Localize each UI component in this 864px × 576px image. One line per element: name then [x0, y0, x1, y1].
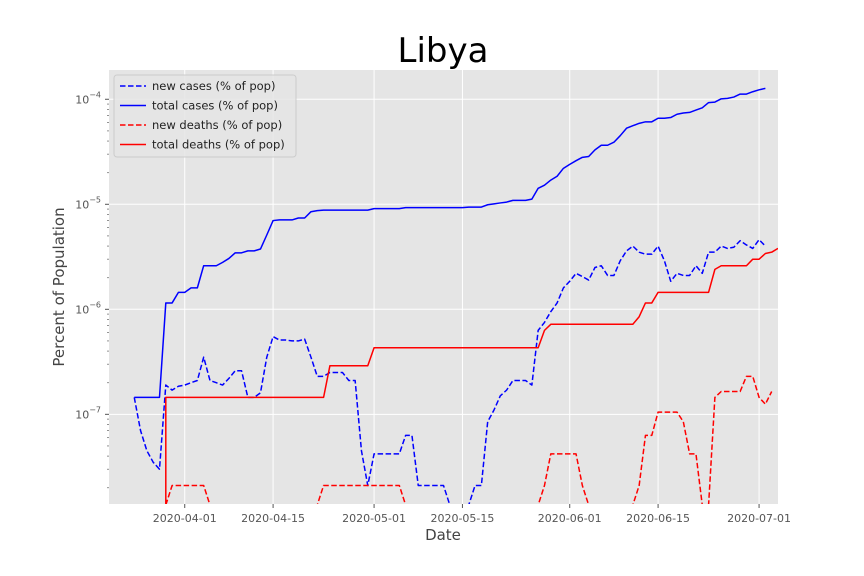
- y-minor-ticks: [107, 103, 109, 489]
- y-tick-label: 10−6: [75, 300, 101, 316]
- x-tick-label: 2020-04-15: [241, 512, 305, 525]
- x-tick-label: 2020-04-01: [153, 512, 217, 525]
- y-tick-label: 10−7: [75, 405, 101, 421]
- series-layer: [133, 87, 778, 504]
- legend-label: total cases (% of pop): [152, 99, 278, 113]
- x-axis-ticks: 2020-04-01 2020-04-15 2020-05-01 2020-05-15…: [153, 504, 791, 525]
- x-tick-label: 2020-05-01: [342, 512, 406, 525]
- x-tick-label: 2020-07-01: [727, 512, 791, 525]
- legend-label: new deaths (% of pop): [152, 118, 282, 132]
- y-axis-label: Percent of Population: [50, 207, 68, 366]
- series-new-deaths: [165, 375, 773, 504]
- y-tick-label: 10−5: [75, 195, 101, 211]
- x-tick-label: 2020-05-15: [430, 512, 494, 525]
- series-total-deaths: [165, 247, 778, 504]
- x-tick-label: 2020-06-01: [538, 512, 602, 525]
- legend-box: [113, 74, 297, 158]
- y-tick-label: 10−4: [75, 90, 101, 106]
- legend: new cases (% of pop) total cases (% of po…: [113, 74, 297, 158]
- legend-label: total deaths (% of pop): [152, 138, 285, 152]
- y-axis-ticks: 10−7 10−6 10−5 10−4: [75, 90, 109, 421]
- series-new-cases: [133, 238, 766, 504]
- legend-label: new cases (% of pop): [152, 79, 275, 93]
- chart-title: Libya: [398, 31, 489, 71]
- grid: [109, 70, 778, 504]
- x-tick-label: 2020-06-15: [626, 512, 690, 525]
- x-axis-label: Date: [425, 526, 461, 544]
- series-total-cases: [134, 87, 766, 399]
